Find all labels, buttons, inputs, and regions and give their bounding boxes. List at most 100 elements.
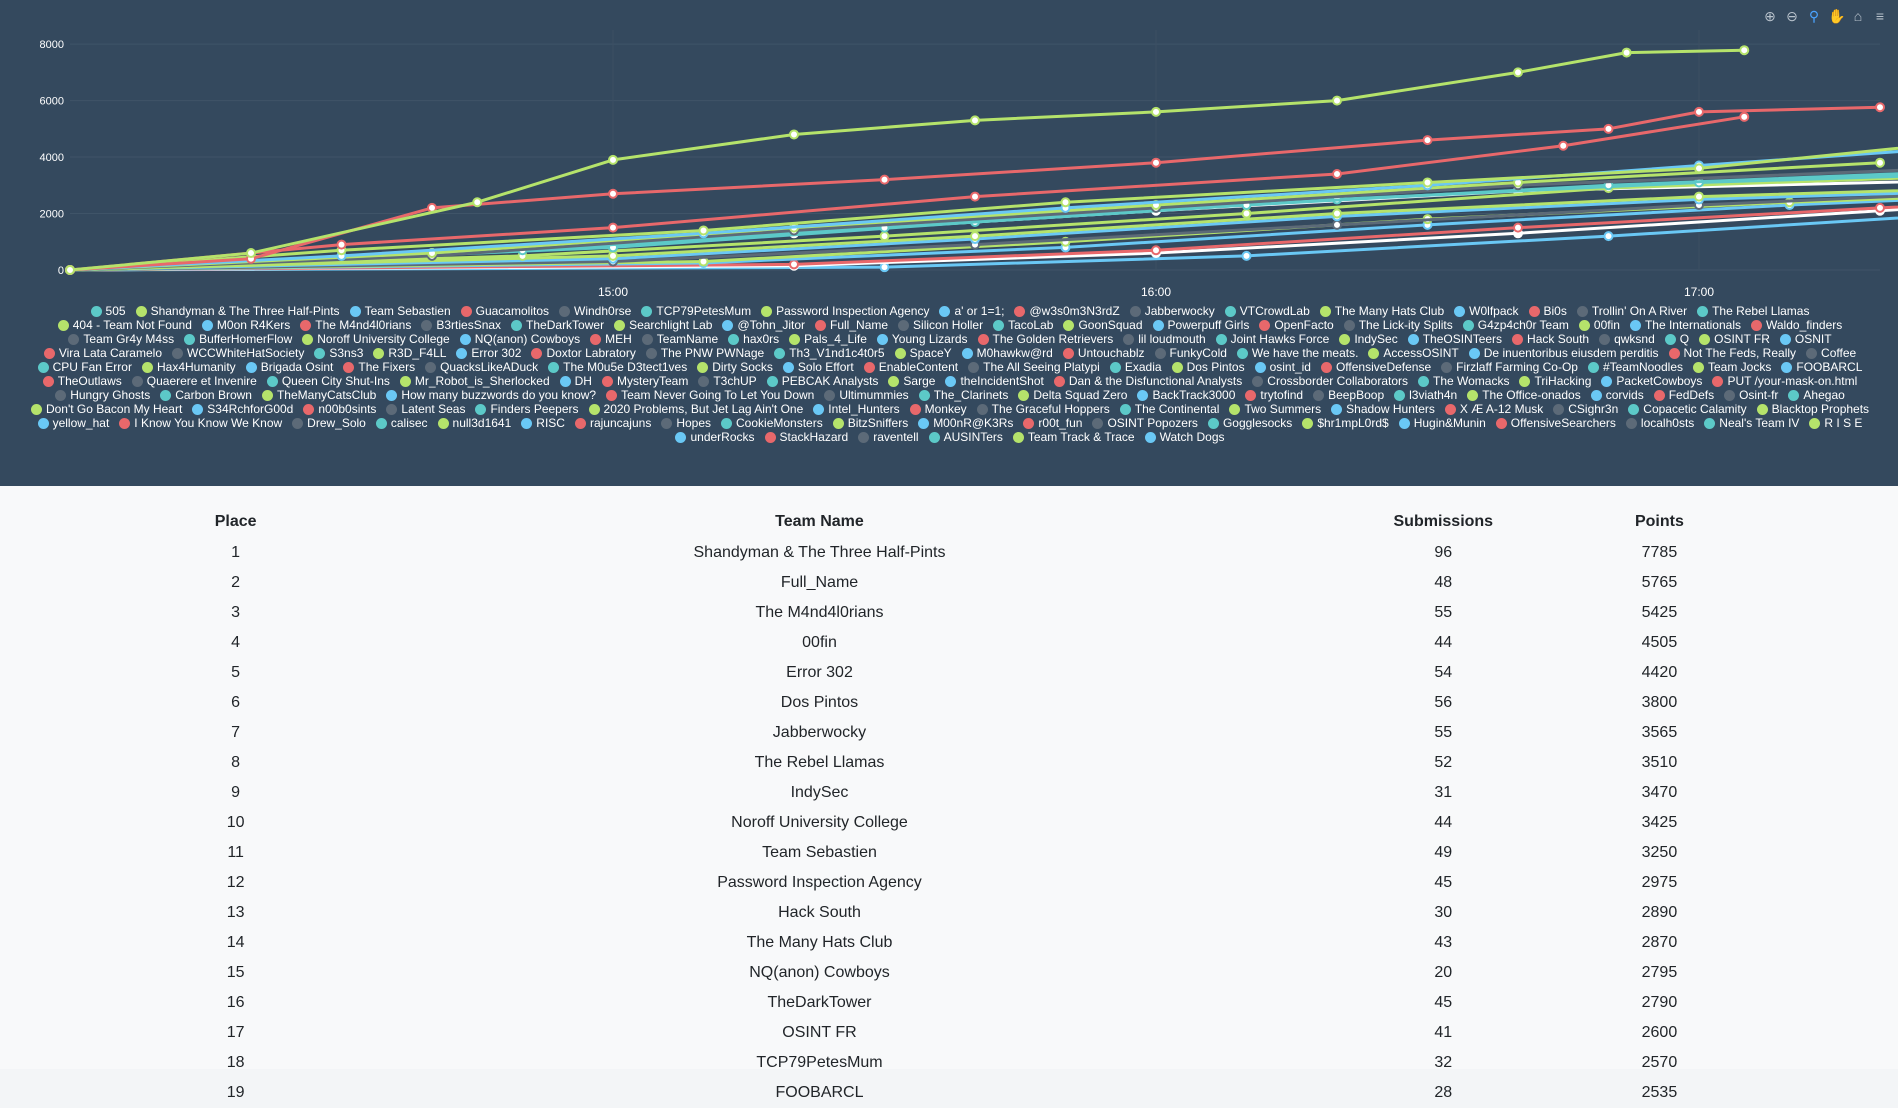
legend-item[interactable]: Th3_V1nd1c4t0r5 [774, 346, 885, 360]
legend-item[interactable]: Watch Dogs [1144, 430, 1225, 444]
legend-item[interactable]: Joint Hawks Force [1215, 332, 1329, 346]
legend-item[interactable]: Intel_Hunters [813, 402, 900, 416]
legend-item[interactable]: We have the meats. [1236, 346, 1358, 360]
legend-item[interactable]: Untouchablz [1062, 346, 1145, 360]
legend-item[interactable]: Ultimummies [824, 388, 909, 402]
legend-item[interactable]: StackHazard [764, 430, 848, 444]
legend-item[interactable]: The Internationals [1629, 318, 1741, 332]
legend-item[interactable]: OffensiveSearchers [1495, 416, 1616, 430]
legend-item[interactable]: TheOSINTeers [1407, 332, 1502, 346]
legend-item[interactable]: Shadow Hunters [1331, 402, 1435, 416]
legend-item[interactable]: TheOutlaws [42, 374, 122, 388]
legend-item[interactable]: Q [1664, 332, 1689, 346]
legend-item[interactable]: Dos Pintos [1171, 360, 1245, 374]
zoom-out-icon[interactable]: ⊖ [1786, 8, 1798, 24]
legend-item[interactable]: Monkey [909, 402, 967, 416]
legend-item[interactable]: Brigada Osint [245, 360, 333, 374]
legend-item[interactable]: Team Track & Trace [1012, 430, 1135, 444]
legend-item[interactable]: How many buzzwords do you know? [386, 388, 596, 402]
legend-item[interactable]: 00fin [1578, 318, 1620, 332]
legend-item[interactable]: The Many Hats Club [1319, 304, 1444, 318]
legend-item[interactable]: CPU Fan Error [37, 360, 132, 374]
legend-item[interactable]: AUSINTers [928, 430, 1003, 444]
legend-item[interactable]: TeamName [641, 332, 718, 346]
legend-item[interactable]: TriHacking [1519, 374, 1591, 388]
legend-item[interactable]: Powerpuff Girls [1152, 318, 1249, 332]
legend-item[interactable]: Hack South [1512, 332, 1589, 346]
legend-item[interactable]: 505 [90, 304, 126, 318]
legend-item[interactable]: TCP79PetesMum [641, 304, 751, 318]
legend-item[interactable]: rajuncajuns [574, 416, 651, 430]
legend-item[interactable]: Neal's Team IV [1704, 416, 1799, 430]
legend-item[interactable]: Don't Go Bacon My Heart [30, 402, 182, 416]
legend-item[interactable]: BitzSniffers [832, 416, 908, 430]
legend-item[interactable]: Copacetic Calamity [1628, 402, 1747, 416]
legend-item[interactable]: The PNW PWNage [645, 346, 764, 360]
legend-item[interactable]: PEBCAK Analysts [766, 374, 878, 388]
legend-item[interactable]: The_Clarinets [918, 388, 1008, 402]
legend-item[interactable]: Team Jocks [1693, 360, 1771, 374]
legend-item[interactable]: Coffee [1806, 346, 1856, 360]
legend-item[interactable]: Drew_Solo [292, 416, 366, 430]
legend-item[interactable]: 404 - Team Not Found [57, 318, 192, 332]
legend-item[interactable]: MysteryTeam [601, 374, 688, 388]
legend-item[interactable]: Searchlight Lab [614, 318, 712, 332]
legend-item[interactable]: yellow_hat [37, 416, 109, 430]
legend-item[interactable]: r00t_fun [1023, 416, 1082, 430]
menu-icon[interactable]: ≡ [1875, 8, 1885, 24]
legend-item[interactable]: underRocks [675, 430, 755, 444]
legend-item[interactable]: S3ns3 [314, 346, 363, 360]
legend-item[interactable]: FunkyCold [1154, 346, 1227, 360]
legend-item[interactable]: raventell [858, 430, 919, 444]
legend-item[interactable]: TheManyCatsClub [261, 388, 376, 402]
legend-item[interactable]: Jabberwocky [1129, 304, 1215, 318]
legend-item[interactable]: SpaceY [894, 346, 952, 360]
legend-item[interactable]: EnableContent [863, 360, 958, 374]
legend-item[interactable]: T3chUP [698, 374, 757, 388]
legend-item[interactable]: BufferHomerFlow [184, 332, 292, 346]
legend-item[interactable]: TheDarkTower [511, 318, 604, 332]
legend-item[interactable]: Not The Feds, Really [1668, 346, 1796, 360]
legend-item[interactable]: The Fixers [343, 360, 415, 374]
legend-item[interactable]: Latent Seas [386, 402, 465, 416]
legend-item[interactable]: Shandyman & The Three Half-Pints [135, 304, 340, 318]
legend-item[interactable]: Noroff University College [302, 332, 450, 346]
legend-item[interactable]: l3viath4n [1394, 388, 1457, 402]
legend-item[interactable]: Full_Name [815, 318, 888, 332]
legend-item[interactable]: OSNIT [1779, 332, 1832, 346]
legend-item[interactable]: Hax4Humanity [141, 360, 236, 374]
legend-item[interactable]: The Rebel Llamas [1697, 304, 1809, 318]
legend-item[interactable]: G4zp4ch0r Team [1462, 318, 1569, 332]
legend-item[interactable]: Dirty Socks [697, 360, 773, 374]
legend-item[interactable]: The M0u5e D3tect1ves [548, 360, 687, 374]
legend-item[interactable]: W0lfpack [1454, 304, 1519, 318]
legend-item[interactable]: a' or 1=1; [939, 304, 1004, 318]
legend-item[interactable]: The Office-onados [1467, 388, 1581, 402]
legend-item[interactable]: The Graceful Hoppers [976, 402, 1110, 416]
legend-item[interactable]: 2020 Problems, But Jet Lag Ain't One [588, 402, 803, 416]
legend-item[interactable]: hax0rs [728, 332, 779, 346]
legend-item[interactable]: calisec [375, 416, 428, 430]
legend-item[interactable]: The All Seeing Platypi [968, 360, 1100, 374]
legend-item[interactable]: AccessOSINT [1368, 346, 1459, 360]
legend-item[interactable]: $hr1mpL0rd$ [1302, 416, 1389, 430]
reset-home-icon[interactable]: ⌂ [1853, 8, 1863, 24]
legend-item[interactable]: WCCWhiteHatSociety [172, 346, 304, 360]
pan-hand-icon[interactable]: ✋ [1828, 8, 1846, 24]
legend-item[interactable]: Doxtor Labratory [531, 346, 636, 360]
legend-item[interactable]: DH [559, 374, 592, 388]
legend-item[interactable]: Mr_Robot_is_Sherlocked [399, 374, 550, 388]
legend-item[interactable]: Delta Squad Zero [1018, 388, 1127, 402]
legend-item[interactable]: Gogglesocks [1207, 416, 1292, 430]
zoom-in-icon[interactable]: ⊕ [1764, 8, 1776, 24]
legend-item[interactable]: Firzlaff Farming Co-Op [1441, 360, 1578, 374]
legend-item[interactable]: localh0sts [1625, 416, 1694, 430]
legend-item[interactable]: Silicon Holler [898, 318, 983, 332]
legend-item[interactable]: Queen City Shut-Ins [266, 374, 390, 388]
legend-item[interactable]: Windh0rse [559, 304, 631, 318]
legend-item[interactable]: Dan & the Disfunctional Analysts [1053, 374, 1242, 388]
legend-item[interactable]: Hugin&Munin [1398, 416, 1486, 430]
legend-item[interactable]: Young Lizards [876, 332, 968, 346]
legend-item[interactable]: RISC [521, 416, 565, 430]
legend-item[interactable]: null3d1641 [437, 416, 511, 430]
